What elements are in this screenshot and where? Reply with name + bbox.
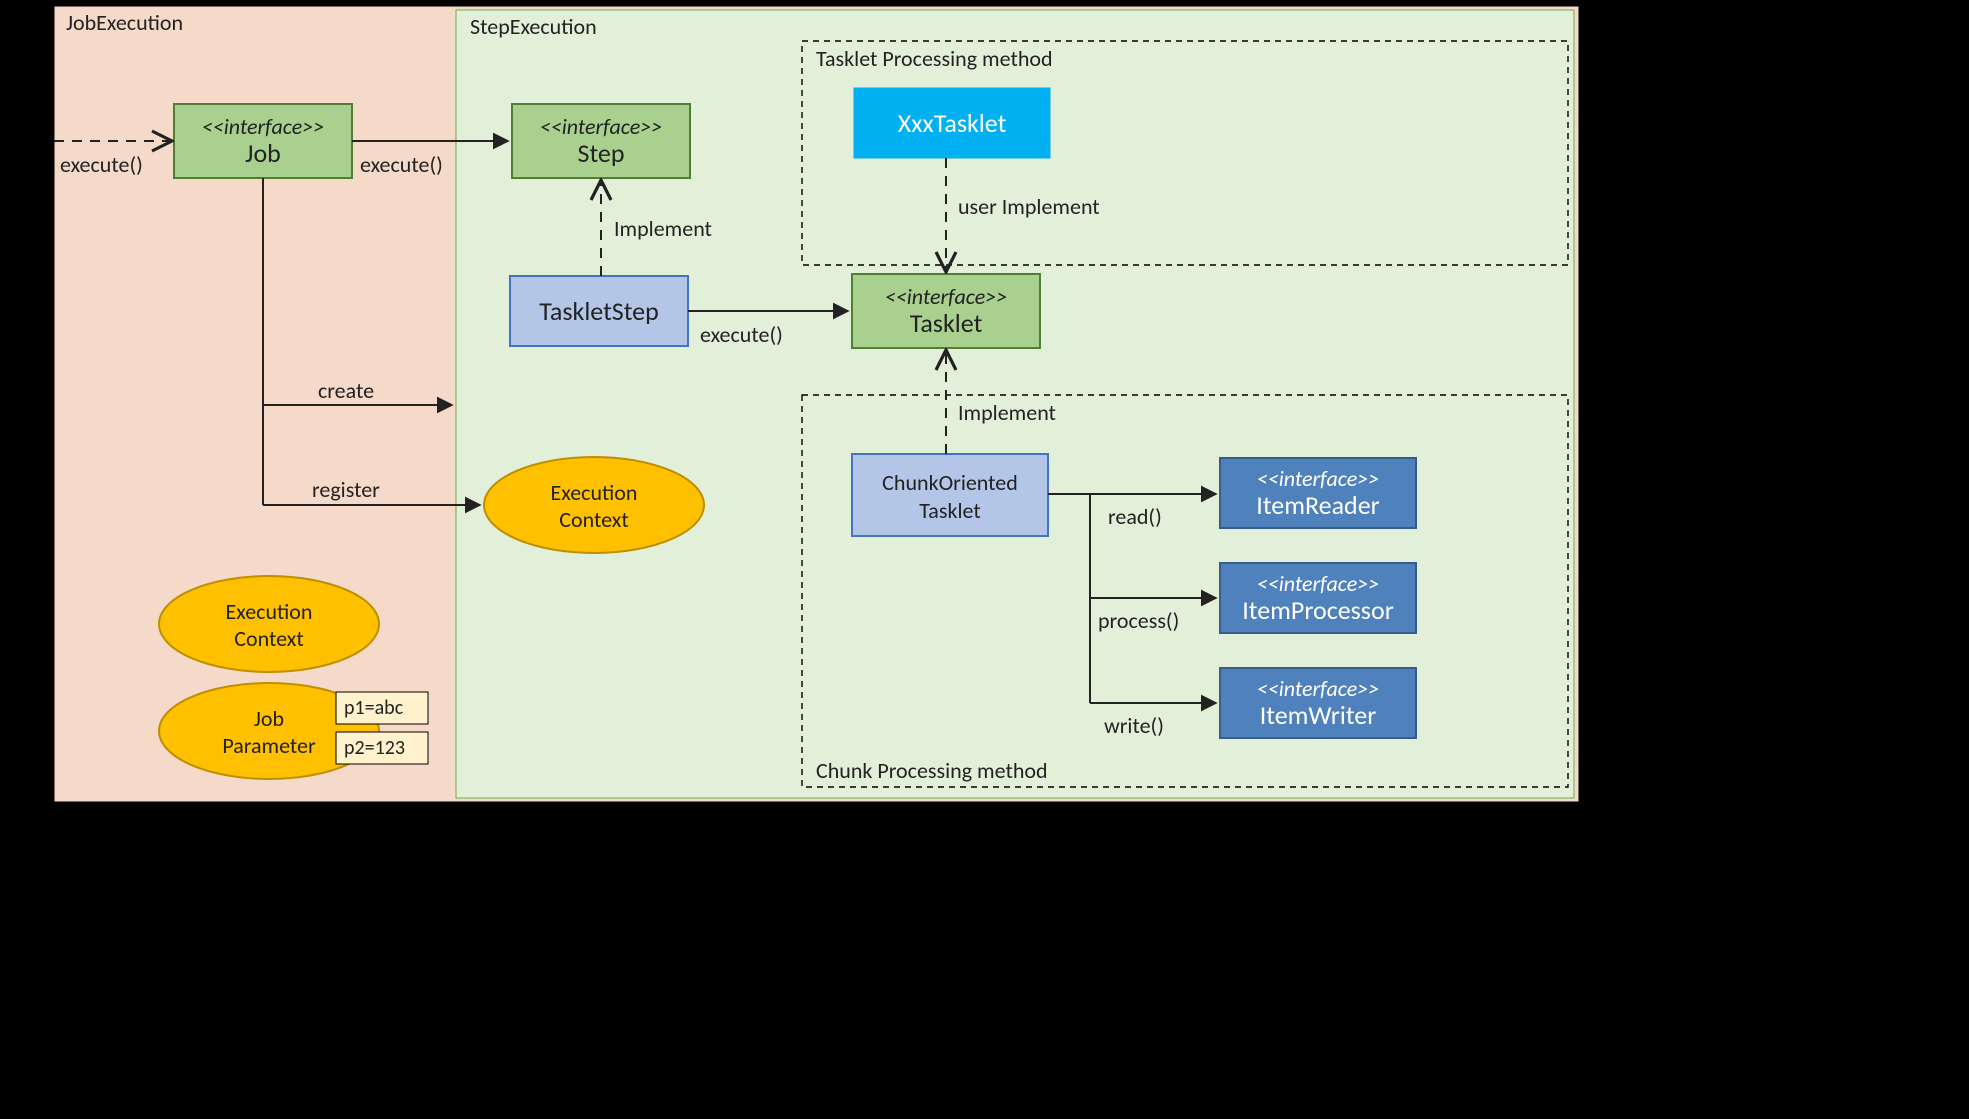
edge-register-label: register [312,476,380,503]
job-stereotype: <<interface>> [202,113,324,140]
edge-write-label: write() [1104,712,1164,739]
chunktasklet-name-l2: Tasklet [919,497,980,524]
chunktasklet-node: ChunkOriented Tasklet [852,454,1048,536]
itemwriter-name: ItemWriter [1260,699,1377,731]
itemprocessor-node: <<interface>> ItemProcessor [1220,563,1416,633]
itemreader-node: <<interface>> ItemReader [1220,458,1416,528]
execution-context-top: Execution Context [484,457,704,553]
job-node: <<interface>> Job [174,104,352,178]
job-name: Job [245,137,281,169]
edge-read-label: read() [1108,503,1162,530]
step-node: <<interface>> Step [512,104,690,178]
itemwriter-stereotype: <<interface>> [1257,675,1379,702]
stepexecution-title: StepExecution [470,13,597,40]
xxxtasklet-node: XxxTasklet [854,88,1050,158]
execution-context-bottom: Execution Context [159,576,379,672]
itemreader-name: ItemReader [1256,489,1379,521]
edge-taskletstep-tasklet-label: execute() [700,321,783,348]
jobexecution-title: JobExecution [66,9,183,36]
itemprocessor-stereotype: <<interface>> [1257,570,1379,597]
edge-user-implement-label: user Implement [958,193,1100,220]
step-name: Step [578,137,625,169]
chunk-method-title: Chunk Processing method [816,757,1048,784]
taskletstep-node: TaskletStep [510,276,688,346]
execctx-bot-l2: Context [234,625,303,652]
itemreader-stereotype: <<interface>> [1257,465,1379,492]
diagram-canvas: JobExecution StepExecution Tasklet Proce… [0,0,1580,802]
execctx-top-l2: Context [559,506,628,533]
edge-step-implement-label: Implement [614,215,712,242]
tasklet-stereotype: <<interface>> [885,283,1007,310]
tasklet-method-title: Tasklet Processing method [816,45,1053,72]
execctx-bot-l1: Execution [226,598,313,625]
tasklet-node: <<interface>> Tasklet [852,274,1040,348]
itemprocessor-name: ItemProcessor [1242,594,1394,626]
execctx-top-l1: Execution [551,479,638,506]
edge-chunk-implement-label: Implement [958,399,1056,426]
param-p2: p2=123 [344,736,405,760]
xxxtasklet-name: XxxTasklet [898,107,1007,139]
taskletstep-name: TaskletStep [539,295,659,327]
itemwriter-node: <<interface>> ItemWriter [1220,668,1416,738]
tasklet-name: Tasklet [910,307,983,339]
step-stereotype: <<interface>> [540,113,662,140]
jobparam-l2: Parameter [222,732,316,759]
chunktasklet-name-l1: ChunkOriented [882,469,1018,496]
edge-to-job-label: execute() [60,151,143,178]
edge-process-label: process() [1098,607,1179,634]
param-p1: p1=abc [344,696,404,720]
edge-create-label: create [318,377,374,404]
jobparam-l1: Job [254,705,284,732]
edge-job-step-label: execute() [360,151,443,178]
